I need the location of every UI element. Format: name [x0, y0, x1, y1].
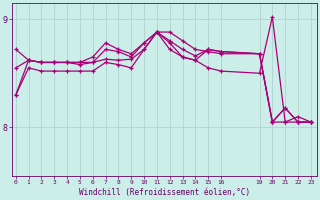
X-axis label: Windchill (Refroidissement éolien,°C): Windchill (Refroidissement éolien,°C) [79, 188, 250, 197]
